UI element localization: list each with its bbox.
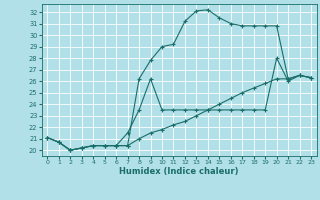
X-axis label: Humidex (Indice chaleur): Humidex (Indice chaleur) <box>119 167 239 176</box>
